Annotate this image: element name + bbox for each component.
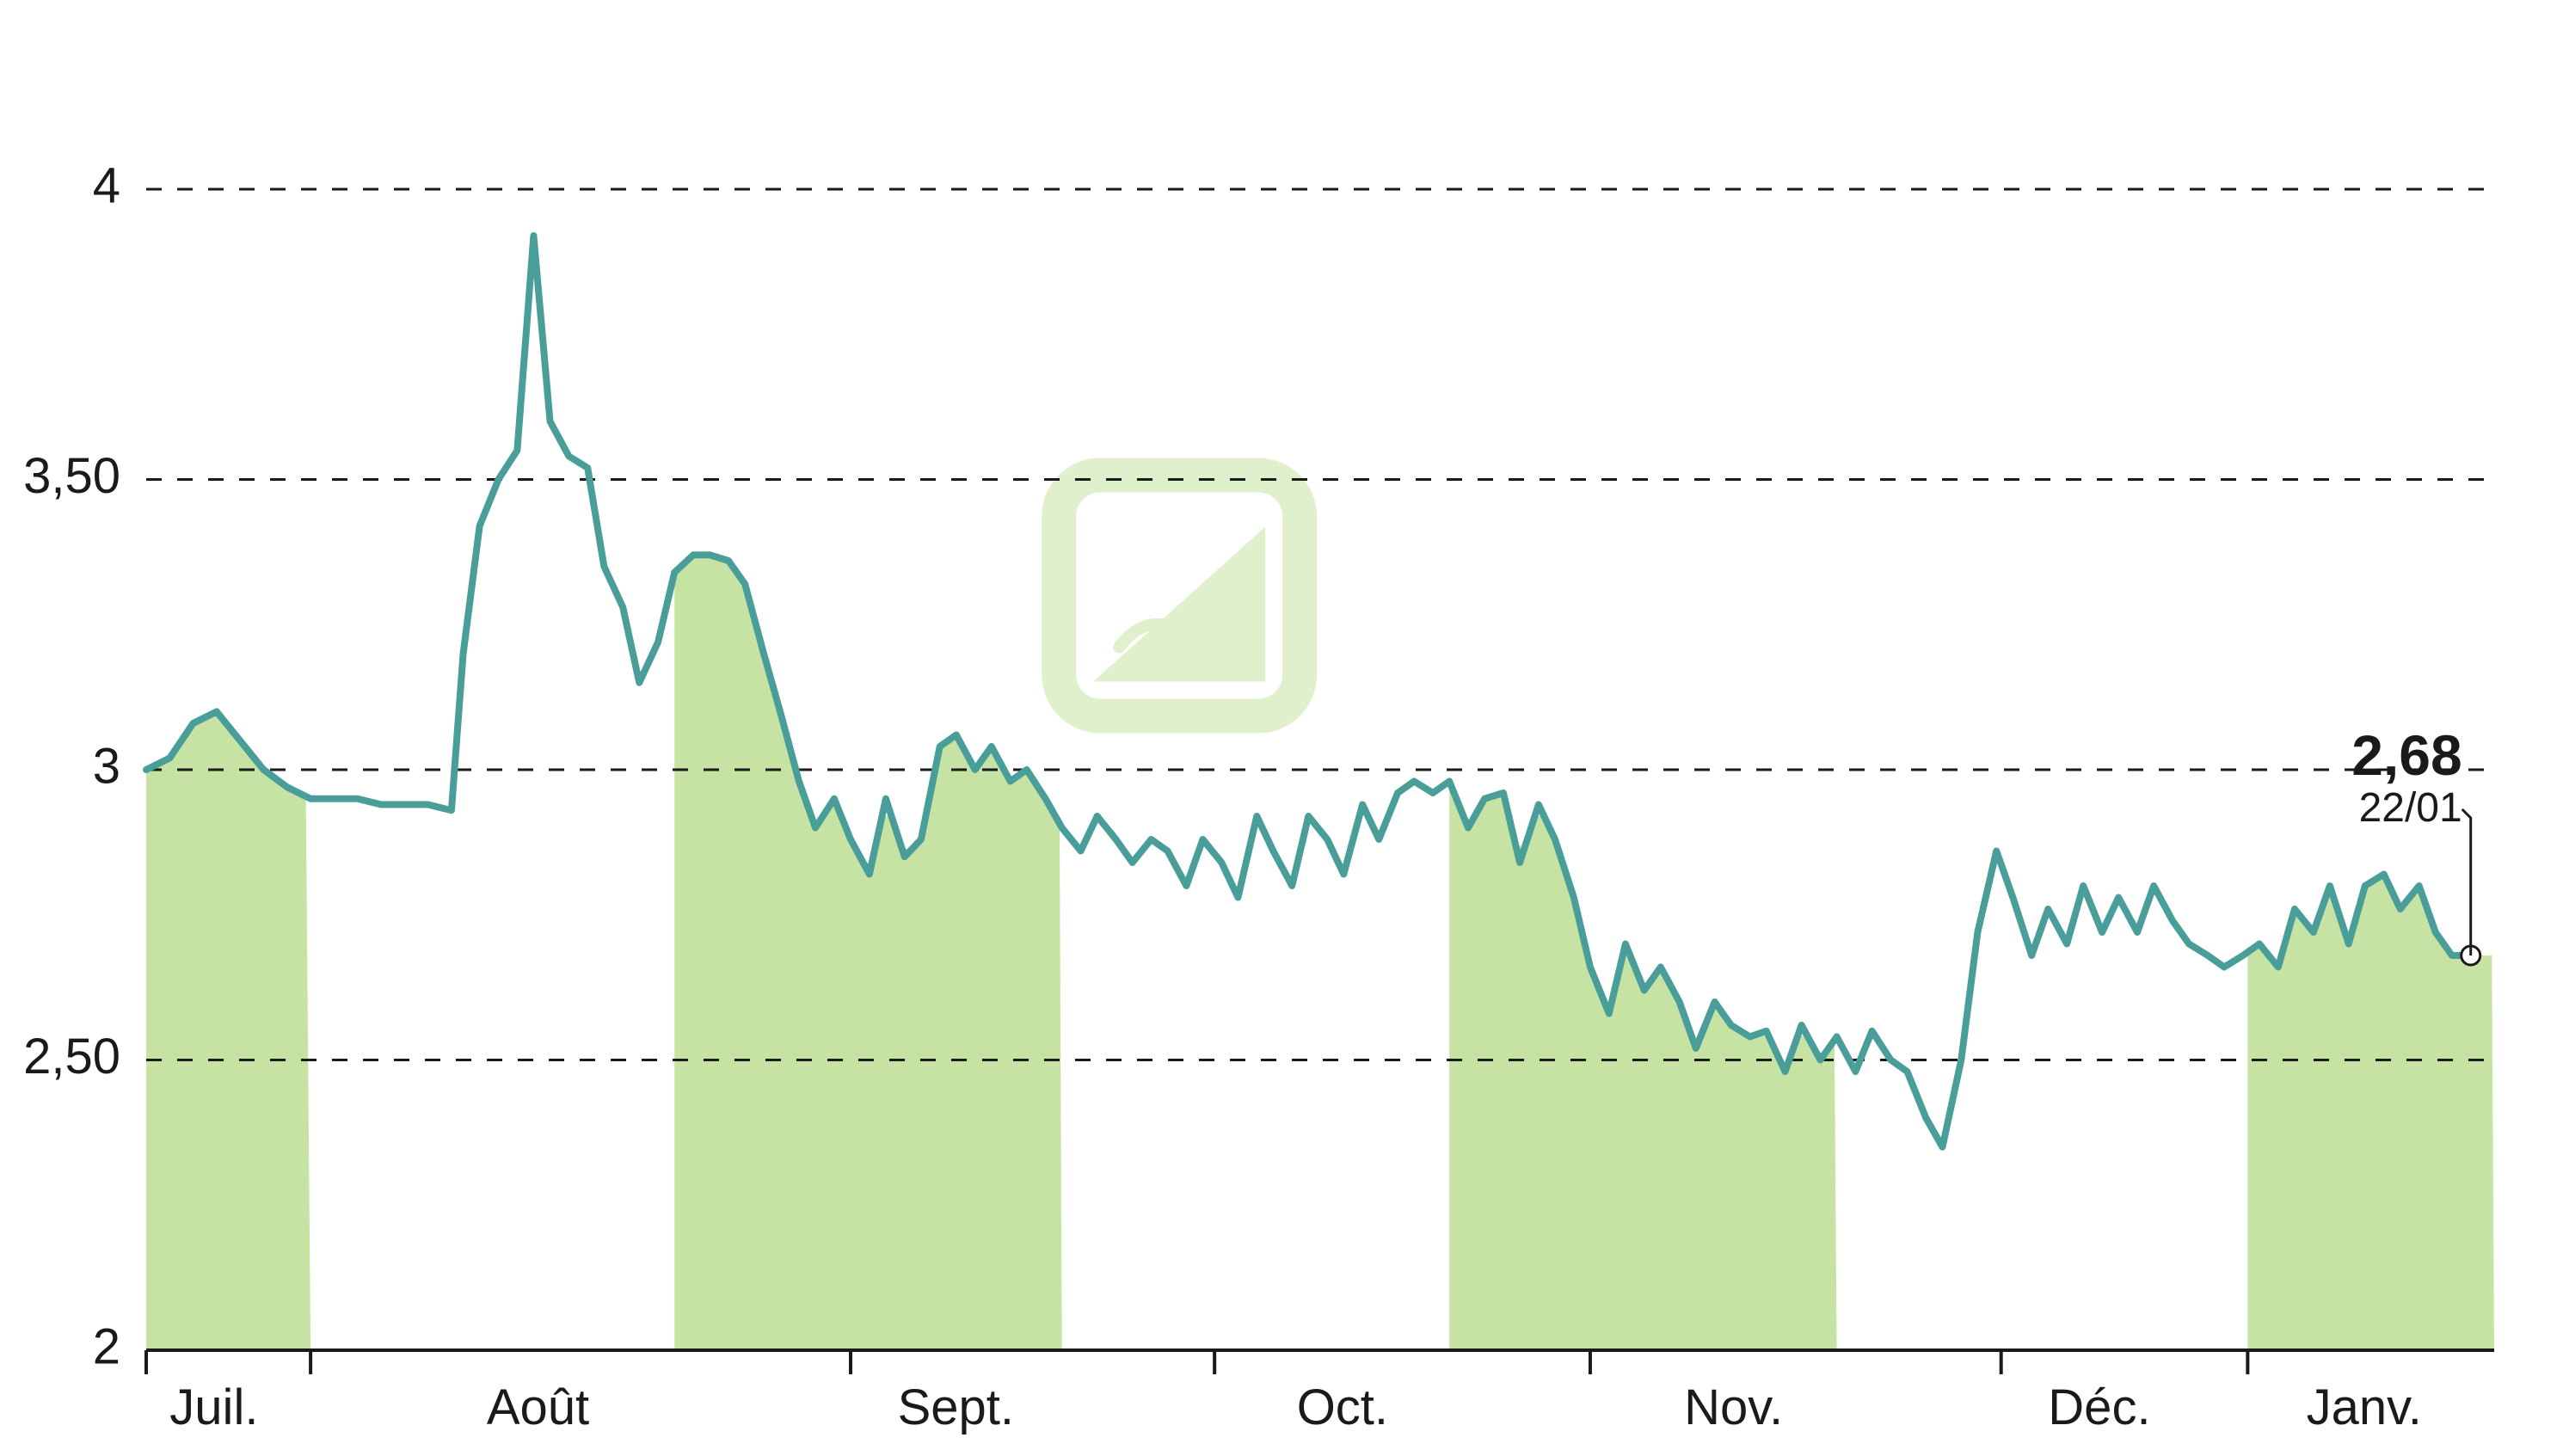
x-axis-label: Août [487,1379,589,1435]
chart-container: UV GERMI 22,5033,504Juil.AoûtSept.Oct.No… [0,0,2563,1456]
x-axis-label: Juil. [169,1379,258,1435]
final-date: 22/01 [2359,785,2462,831]
final-value: 2,68 [2351,723,2462,787]
y-axis-label: 3 [93,738,120,794]
x-axis-label: Janv. [2307,1379,2422,1435]
y-axis-label: 2 [93,1318,120,1374]
x-axis-label: Déc. [2048,1379,2150,1435]
x-axis-label: Sept. [898,1379,1014,1435]
y-axis-label: 2,50 [23,1029,120,1084]
month-band [146,714,310,1350]
chart-svg: 2 2,50 3 3,50 4 Juil. Août Sept. Oct. Nov. Déc. Jan… [0,0,2563,1456]
y-axis-label: 4 [93,157,120,213]
x-axis-label: Nov. [1684,1379,1783,1435]
x-axis-label: Oct. [1297,1379,1388,1435]
y-axis-label: 3,50 [23,448,120,504]
